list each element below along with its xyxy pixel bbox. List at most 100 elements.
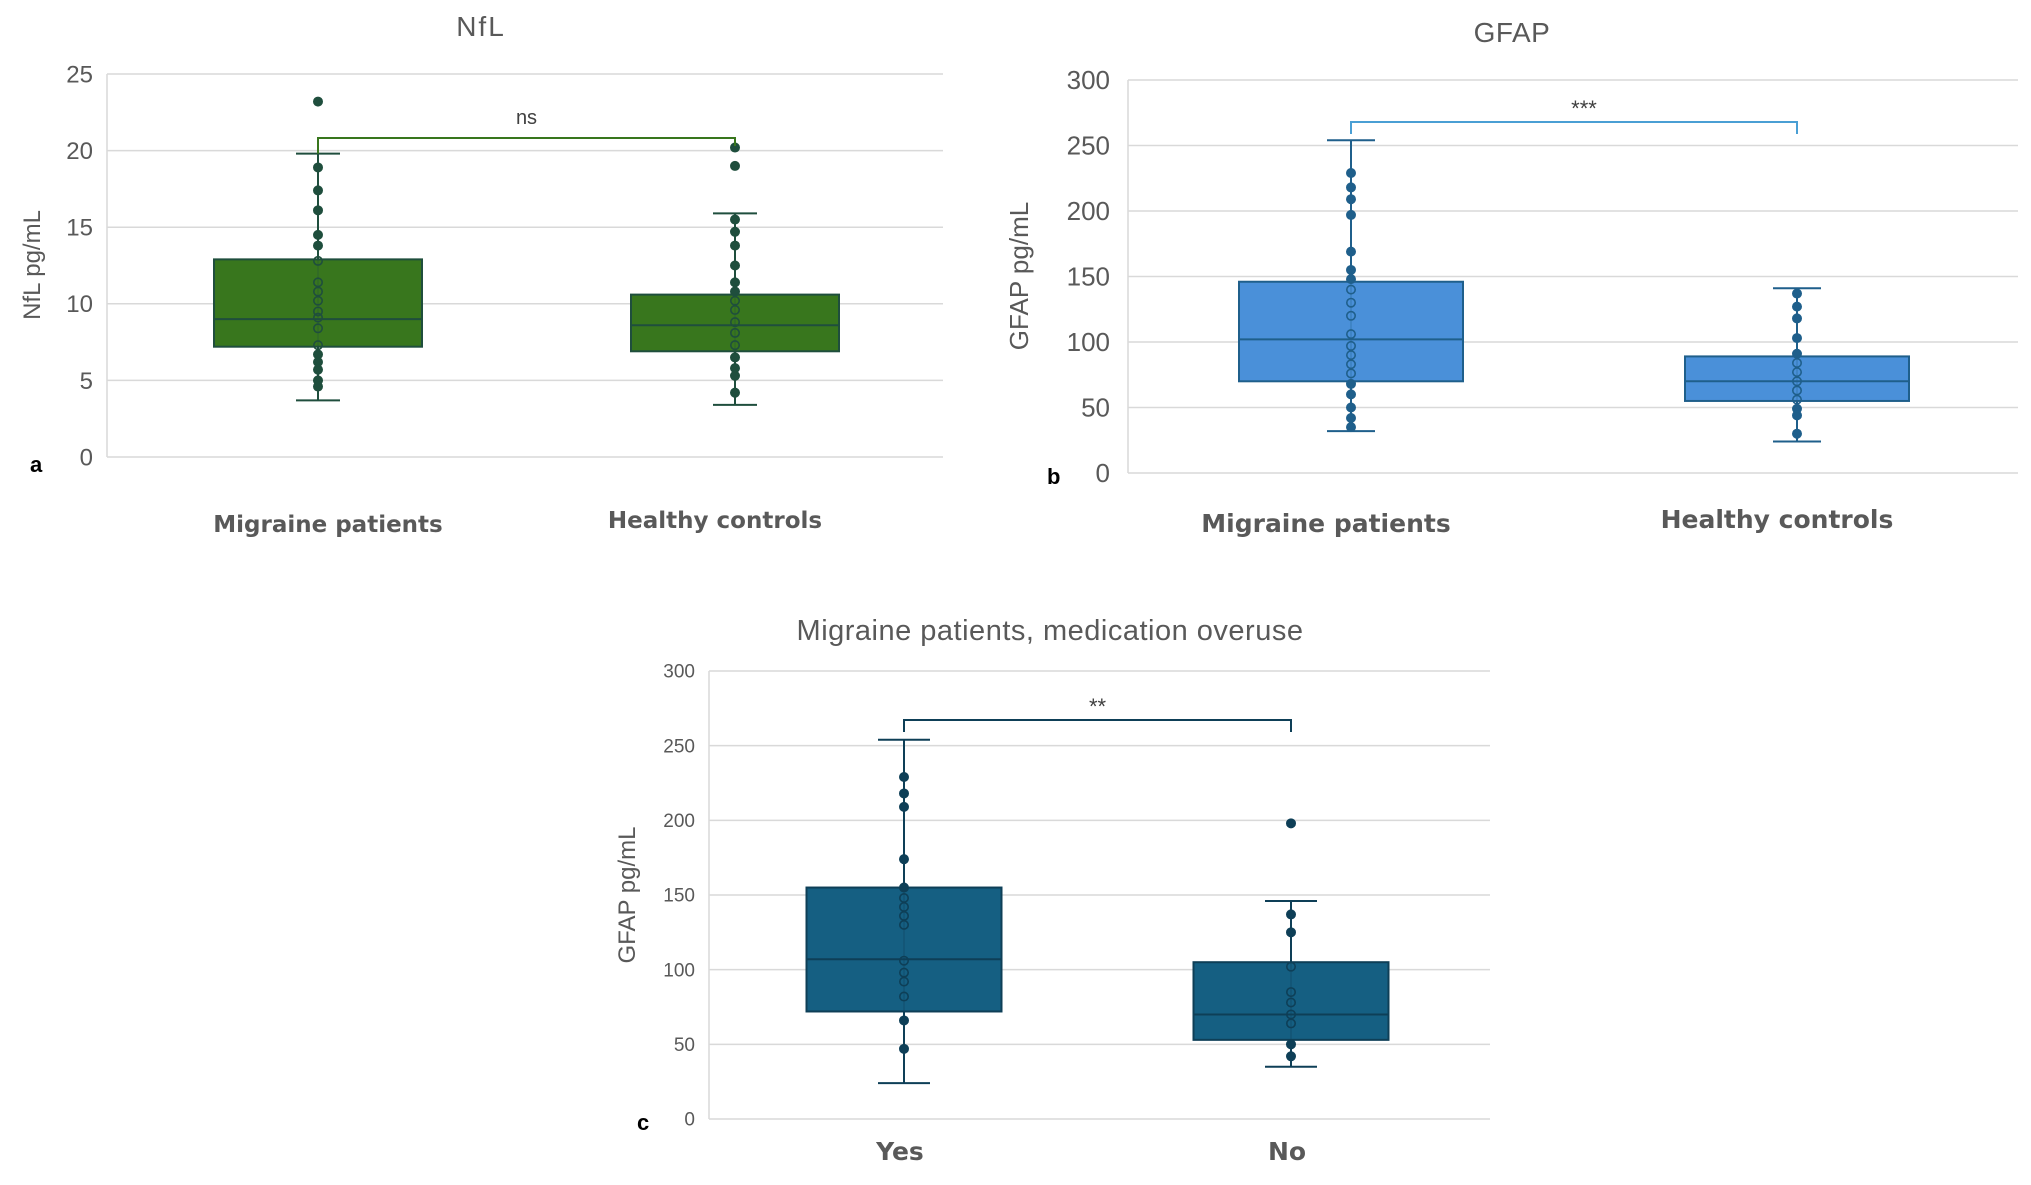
y-tick-label: 200 bbox=[663, 811, 695, 832]
category-label: Migraine patients bbox=[213, 512, 442, 538]
y-tick-label: 15 bbox=[66, 215, 93, 242]
data-point bbox=[1286, 987, 1297, 998]
y-tick-label: 150 bbox=[1067, 262, 1110, 292]
y-axis-label: GFAP pg/mL bbox=[1004, 202, 1034, 350]
data-point bbox=[1346, 412, 1357, 423]
data-point bbox=[729, 226, 740, 237]
panel-label: a bbox=[30, 452, 43, 477]
y-tick-label: 300 bbox=[663, 662, 695, 683]
data-point bbox=[1286, 909, 1297, 920]
y-tick-label: 250 bbox=[663, 736, 695, 757]
data-point bbox=[1792, 313, 1803, 324]
y-tick-label: 50 bbox=[674, 1035, 695, 1056]
data-point bbox=[729, 317, 740, 328]
data-point bbox=[729, 370, 740, 381]
chart-b: 0 50 100 150 200 250 300 GFAP GFAP pg/mL b Migrain… bbox=[1004, 17, 2018, 538]
y-tick-label: 100 bbox=[1067, 327, 1110, 357]
data-point bbox=[312, 96, 323, 107]
data-point bbox=[1792, 348, 1803, 359]
category-label: Healthy controls bbox=[1661, 505, 1894, 534]
data-point bbox=[1286, 997, 1297, 1008]
significance-bracket: ns bbox=[317, 107, 736, 154]
data-point bbox=[898, 1043, 909, 1054]
bracket-line bbox=[317, 137, 736, 154]
panel-label: c bbox=[637, 1110, 649, 1135]
bracket-line bbox=[1350, 121, 1798, 134]
data-point bbox=[1286, 1051, 1297, 1062]
y-tick-label: 300 bbox=[1067, 65, 1110, 95]
data-point bbox=[312, 364, 323, 375]
data-point bbox=[729, 286, 740, 297]
data-point bbox=[898, 801, 909, 812]
data-point bbox=[898, 772, 909, 783]
data-point bbox=[1792, 333, 1803, 344]
y-tick-label: 0 bbox=[1096, 458, 1110, 488]
data-point bbox=[1346, 329, 1357, 340]
y-tick-label: 0 bbox=[80, 444, 93, 471]
significance-bracket: ** bbox=[903, 694, 1292, 732]
significance-label: *** bbox=[1571, 96, 1597, 121]
significance-label: ** bbox=[1089, 694, 1107, 719]
data-point bbox=[1286, 1039, 1297, 1050]
data-point bbox=[312, 255, 323, 266]
box-2 bbox=[1684, 287, 1910, 443]
data-point bbox=[312, 295, 323, 306]
data-point bbox=[1792, 428, 1803, 439]
data-point bbox=[729, 160, 740, 171]
category-label: Healthy controls bbox=[608, 508, 822, 534]
y-tick-label: 200 bbox=[1067, 196, 1110, 226]
category-label: Yes bbox=[875, 1137, 924, 1166]
data-point bbox=[729, 214, 740, 225]
data-point bbox=[1346, 182, 1357, 193]
data-point bbox=[1346, 378, 1357, 389]
data-point bbox=[1346, 246, 1357, 257]
y-tick-label: 20 bbox=[66, 138, 93, 165]
data-point bbox=[1792, 301, 1803, 312]
panel-label: b bbox=[1047, 464, 1060, 489]
box-1 bbox=[1238, 139, 1464, 433]
data-point bbox=[312, 381, 323, 392]
data-point bbox=[312, 185, 323, 196]
data-point bbox=[898, 991, 909, 1002]
data-point bbox=[1346, 422, 1357, 433]
y-tick-label: 250 bbox=[1067, 131, 1110, 161]
y-axis-label: NfL pg/mL bbox=[19, 210, 46, 320]
data-point bbox=[898, 854, 909, 865]
data-point bbox=[1792, 410, 1803, 421]
data-point bbox=[1792, 288, 1803, 299]
y-tick-label: 100 bbox=[663, 960, 695, 981]
chart-a: 0 5 10 15 20 25 NfL NfL pg/mL a Migraine patients… bbox=[19, 11, 943, 538]
y-tick-label: 10 bbox=[66, 291, 93, 318]
y-tick-label: 50 bbox=[1081, 393, 1110, 423]
y-tick-label: 0 bbox=[684, 1110, 695, 1131]
chart-c: 0 50 100 150 200 250 300 Migraine patients, med… bbox=[614, 615, 1490, 1166]
data-point bbox=[898, 882, 909, 893]
data-point bbox=[1286, 961, 1297, 972]
category-label: No bbox=[1268, 1137, 1306, 1166]
data-point bbox=[1346, 297, 1357, 308]
data-point bbox=[898, 1015, 909, 1026]
data-point bbox=[312, 162, 323, 173]
data-point bbox=[1346, 368, 1357, 379]
chart-title: GFAP bbox=[1474, 17, 1551, 48]
data-point bbox=[1346, 194, 1357, 205]
data-point bbox=[729, 304, 740, 315]
y-tick-label: 5 bbox=[80, 368, 93, 395]
data-point bbox=[1286, 818, 1297, 829]
chart-title: Migraine patients, medication overuse bbox=[797, 615, 1304, 647]
significance-label: ns bbox=[516, 107, 537, 129]
data-point bbox=[312, 312, 323, 323]
data-point bbox=[1346, 168, 1357, 179]
data-point bbox=[729, 260, 740, 271]
data-point bbox=[1346, 310, 1357, 321]
data-point bbox=[1286, 927, 1297, 938]
data-point bbox=[729, 327, 740, 338]
chart-title: NfL bbox=[456, 11, 506, 42]
data-point bbox=[312, 306, 323, 317]
data-point bbox=[729, 277, 740, 288]
data-point bbox=[898, 919, 909, 930]
data-point bbox=[312, 240, 323, 251]
y-tick-label: 25 bbox=[66, 61, 93, 88]
data-point bbox=[729, 387, 740, 398]
data-point bbox=[898, 955, 909, 966]
